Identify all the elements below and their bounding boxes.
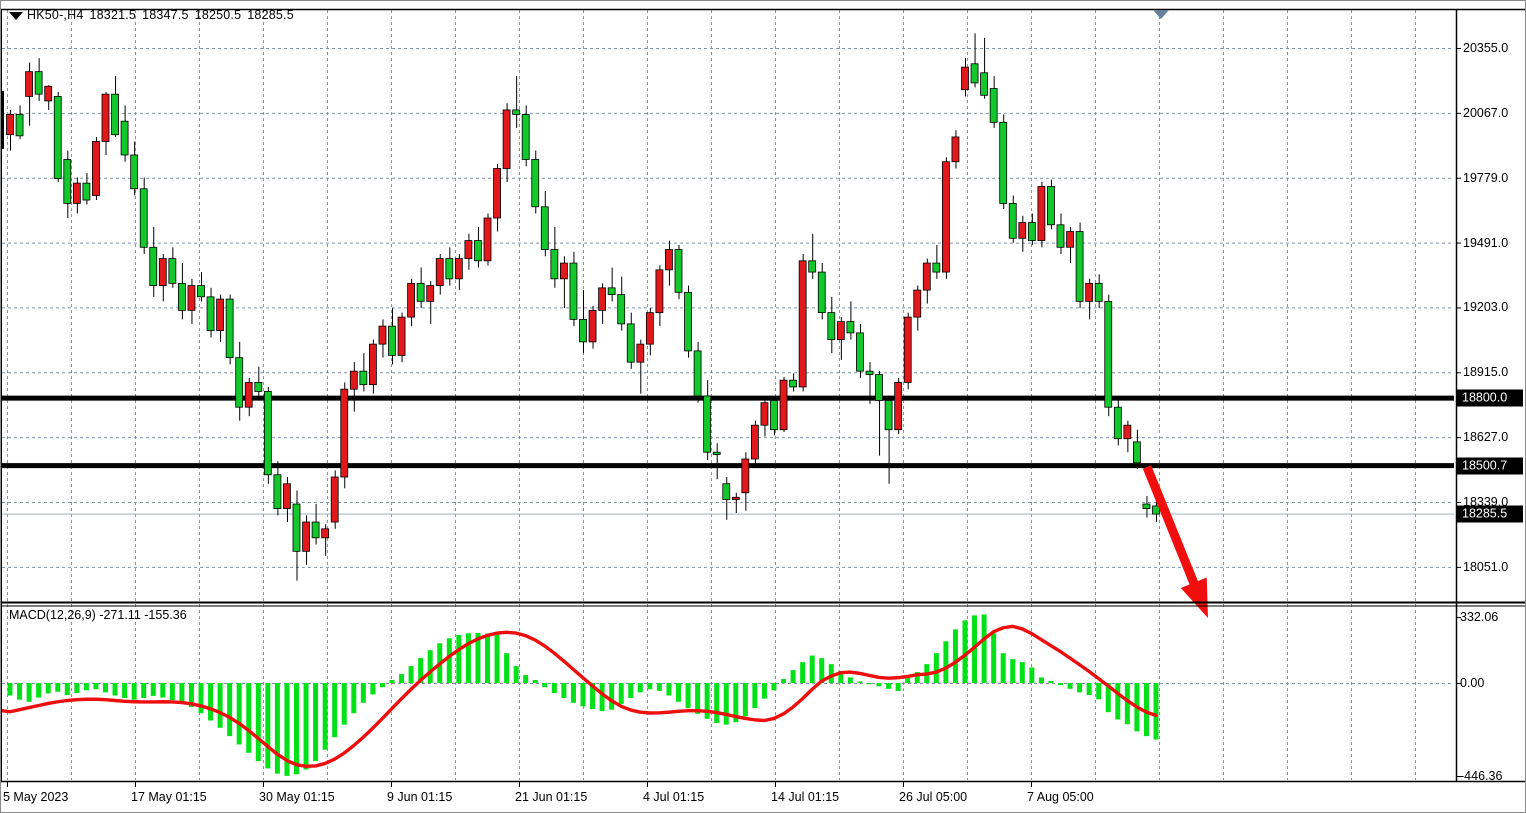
price-axis-label: 19203.0 <box>1463 300 1509 315</box>
title-low: 18250.5 <box>194 8 242 22</box>
price-axis-label: 18627.0 <box>1463 430 1509 445</box>
trend-arrow[interactable] <box>1142 465 1208 618</box>
panel-frames <box>1 8 1525 783</box>
axis-ticks <box>7 48 1461 787</box>
title-high: 18347.5 <box>142 8 189 22</box>
grid-lines <box>2 10 1454 780</box>
symbol-dropdown-icon[interactable] <box>9 12 23 20</box>
macd-indicator-label: MACD(12,26,9) -271.11 -155.36 <box>9 608 187 622</box>
price-axis-label: 18915.0 <box>1463 365 1509 380</box>
macd-axis-label: 0.00 <box>1460 676 1485 690</box>
time-axis-label[interactable]: 9 Jun 01:15 <box>387 790 453 804</box>
time-axis-label[interactable]: 4 Jul 01:15 <box>643 790 705 804</box>
candles-layer[interactable] <box>1 33 1160 581</box>
chart-shift-marker-icon[interactable] <box>1153 10 1169 19</box>
time-axis-label[interactable]: 5 May 2023 <box>3 790 69 804</box>
title-open: 18321.5 <box>89 8 137 22</box>
time-axis-label[interactable]: 14 Jul 01:15 <box>771 790 840 804</box>
title-close: 18285.5 <box>247 8 294 22</box>
time-axis-label[interactable]: 21 Jun 01:15 <box>515 790 588 804</box>
current-price-badge: 18285.5 <box>1457 505 1523 523</box>
macd-axis-label: -446.36 <box>1460 769 1503 783</box>
time-axis-label[interactable]: 30 May 01:15 <box>259 790 335 804</box>
price-axis-label: 18051.0 <box>1463 559 1509 574</box>
price-line-badge: 18800.0 <box>1457 389 1523 407</box>
price-axis-label: 19779.0 <box>1463 170 1509 185</box>
time-axis-label[interactable]: 26 Jul 05:00 <box>899 790 968 804</box>
price-axis-label: 20067.0 <box>1463 105 1509 120</box>
chart-title: HK50-,H4 18321.5 18347.5 18250.5 18285.5 <box>27 8 300 22</box>
price-line-badge: 18500.7 <box>1457 457 1523 475</box>
title-symbol: HK50-,H4 <box>27 8 84 22</box>
time-axis-label[interactable]: 7 Aug 05:00 <box>1027 790 1094 804</box>
time-axis-label[interactable]: 17 May 01:15 <box>131 790 207 804</box>
macd-axis-label: 332.06 <box>1460 610 1499 624</box>
price-axis-label: 20355.0 <box>1463 41 1509 55</box>
price-axis-label: 19491.0 <box>1463 235 1509 250</box>
price-axis-label: 18339.0 <box>1463 495 1509 509</box>
macd-signal-line <box>1 624 1158 769</box>
